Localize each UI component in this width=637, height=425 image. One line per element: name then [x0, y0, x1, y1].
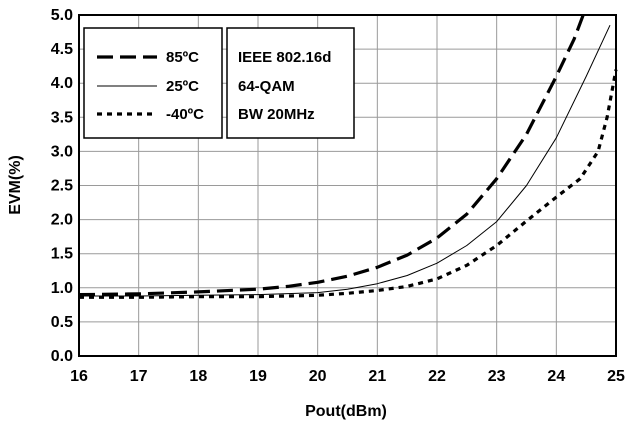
tick-labels: 16 17 18 19 20 21 22 23 24 25 0.0 0.5 1.0 1.5 2.0 2.5 3.… [51, 7, 625, 385]
x-tick-label-9: 25 [607, 368, 625, 385]
y-tick-label-3: 1.5 [51, 246, 73, 263]
series-lines [78, 14, 618, 299]
x-tick-label-1: 17 [130, 368, 148, 385]
conditions-bandwidth: BW 20MHz [238, 106, 315, 123]
legend-label-minus40c: -40ºC [166, 106, 204, 123]
y-tick-label-5: 2.5 [51, 178, 73, 195]
plot-frame [78, 14, 617, 357]
x-tick-label-5: 21 [368, 368, 386, 385]
y-tick-label-1: 0.5 [51, 314, 73, 331]
y-tick-label-8: 4.0 [51, 75, 73, 92]
y-tick-label-6: 3.0 [51, 143, 73, 160]
legend: 85ºC 25ºC -40ºC [83, 27, 223, 139]
y-tick-label-10: 5.0 [51, 7, 73, 24]
y-tick-label-2: 1.0 [51, 280, 73, 297]
conditions-modulation: 64-QAM [238, 78, 295, 95]
series-line-25c [79, 24, 611, 297]
legend-label-85c: 85ºC [166, 49, 199, 66]
conditions-standard: IEEE 802.16d [238, 49, 331, 66]
x-tick-label-0: 16 [70, 368, 88, 385]
x-tick-label-2: 18 [189, 368, 207, 385]
x-tick-label-4: 20 [309, 368, 327, 385]
y-tick-label-4: 2.0 [51, 212, 73, 229]
x-axis-title: Pout(dBm) [305, 403, 387, 420]
y-tick-label-7: 3.5 [51, 109, 73, 126]
x-tick-label-8: 24 [547, 368, 565, 385]
plot-border [78, 14, 617, 357]
series-line-85c [78, 14, 585, 297]
y-tick-label-9: 4.5 [51, 41, 73, 58]
legend-label-25c: 25ºC [166, 78, 199, 95]
x-tick-label-6: 22 [428, 368, 446, 385]
conditions-box-frame [226, 27, 355, 139]
x-tick-label-3: 19 [249, 368, 267, 385]
y-tick-label-0: 0.0 [51, 348, 73, 365]
y-axis-title: EVM(%) [7, 155, 24, 215]
conditions-box: IEEE 802.16d 64-QAM BW 20MHz [226, 27, 355, 139]
x-tick-label-7: 23 [488, 368, 506, 385]
legend-box [83, 27, 223, 139]
